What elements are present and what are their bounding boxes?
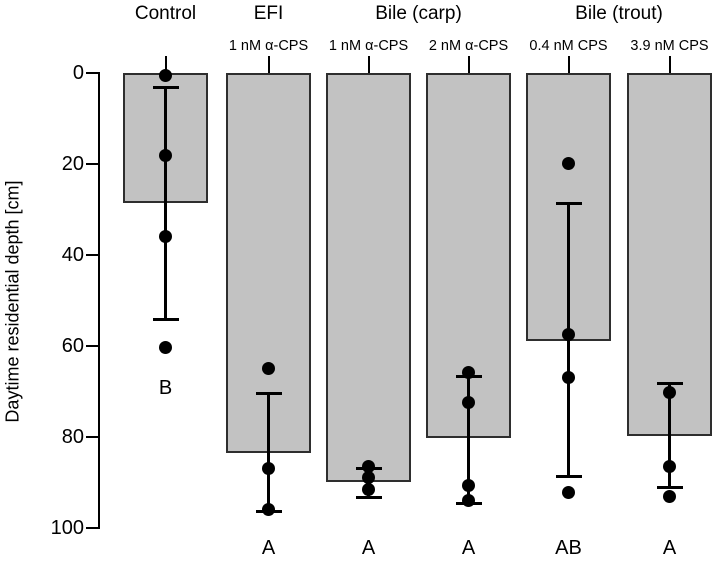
data-point (362, 459, 375, 473)
data-point (663, 385, 676, 399)
dose-label-3: 2 nM α-CPS (428, 38, 509, 54)
data-point (562, 370, 575, 384)
y-axis-title: Daytime residential depth [cm] (2, 180, 23, 423)
data-point (462, 395, 475, 409)
data-point (262, 461, 275, 475)
error-bar-cap-bottom (555, 474, 582, 478)
bar-top-tick (668, 56, 671, 73)
y-axis-tick (86, 436, 99, 439)
dose-label-4: 0.4 nM CPS (529, 38, 608, 54)
y-axis-tick (86, 345, 99, 348)
sig-letter-1: A (261, 537, 276, 560)
data-point (159, 230, 172, 244)
y-axis-tick (86, 72, 99, 74)
error-bar-line (467, 376, 470, 504)
error-bar-cap-top (255, 391, 282, 395)
data-point (159, 68, 172, 82)
bar-top-tick (467, 56, 470, 73)
y-axis-tick-label: 20 (61, 153, 84, 176)
data-point (562, 327, 575, 341)
data-point (663, 459, 676, 473)
y-axis-tick-label: 100 (50, 517, 84, 540)
data-point (562, 156, 575, 170)
group-header-bile-carp: Bile (carp) (375, 3, 462, 24)
y-axis-tick (86, 254, 99, 257)
error-bar-line (668, 383, 671, 488)
sig-letter-4: AB (555, 537, 582, 560)
error-bar-cap-bottom (355, 495, 382, 499)
bar-top-tick (567, 56, 570, 73)
y-axis-tick-label: 60 (61, 335, 84, 358)
y-axis-tick-label: 80 (61, 426, 84, 449)
dose-label-2: 1 nM α-CPS (328, 38, 409, 54)
sig-letter-5: A (662, 537, 677, 560)
error-bar-line (164, 87, 167, 320)
data-point (262, 361, 275, 375)
bar-top-tick (267, 56, 270, 73)
y-axis-line (98, 72, 100, 530)
error-bar-line (267, 393, 270, 512)
y-axis-tick-label: 0 (72, 62, 84, 84)
sig-letter-0: B (158, 377, 173, 400)
error-bar-cap-bottom (656, 485, 683, 489)
y-axis-tick (86, 527, 99, 530)
y-axis-tick (86, 163, 99, 166)
group-header-control: Control (134, 3, 197, 24)
data-point (462, 365, 475, 379)
data-point (663, 489, 676, 503)
error-bar-cap-top (656, 381, 683, 385)
error-bar-cap-top (555, 201, 582, 205)
bar-2 (326, 73, 411, 483)
data-point (462, 494, 475, 508)
data-point (362, 470, 375, 484)
y-axis-tick-label: 40 (61, 244, 84, 267)
sig-letter-3: A (461, 537, 476, 560)
data-point (462, 478, 475, 492)
group-header-efi: EFI (253, 3, 284, 24)
error-bar-cap-bottom (152, 317, 179, 321)
sig-letter-2: A (361, 537, 376, 560)
dose-label-1: 1 nM α-CPS (228, 38, 309, 54)
data-point (362, 482, 375, 496)
data-point (262, 503, 275, 517)
bar-1 (226, 73, 311, 454)
bar-top-tick (367, 56, 370, 73)
data-point (159, 149, 172, 163)
data-point (562, 485, 575, 499)
group-header-bile-trout: Bile (trout) (575, 3, 663, 24)
dose-label-5: 3.9 nM CPS (630, 38, 709, 54)
bar-top-tick (164, 56, 167, 73)
data-point (159, 340, 172, 354)
error-bar-cap-top (152, 85, 179, 89)
